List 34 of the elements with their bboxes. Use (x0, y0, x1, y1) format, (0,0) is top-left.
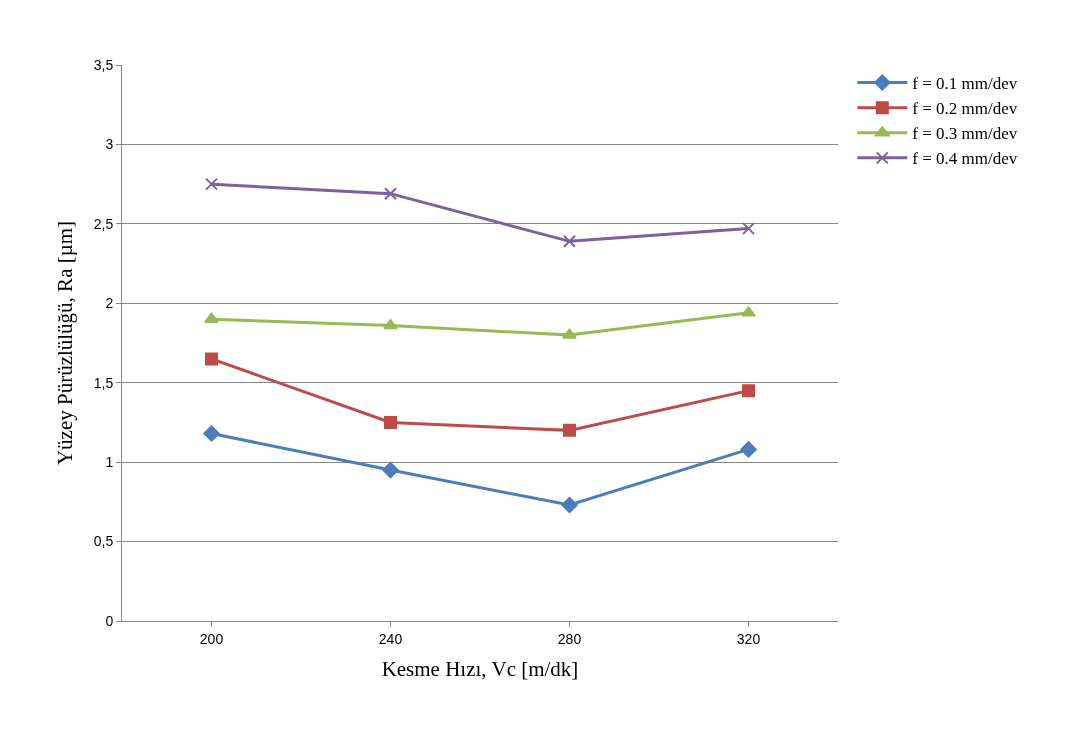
point (563, 423, 576, 437)
legend-label: f = 0.3 mm/dev (912, 124, 1018, 144)
point (205, 352, 218, 366)
point (562, 328, 577, 339)
x-tick-label: 200 (199, 630, 224, 647)
legend-label: f = 0.1 mm/dev (912, 74, 1018, 94)
y-tick-label: 0 (105, 612, 114, 629)
legend-label: f = 0.2 mm/dev (912, 99, 1018, 119)
y-axis-title: Yüzey Pürüzlülüğü, Ra [µm] (52, 220, 77, 466)
point (384, 415, 397, 429)
point (383, 319, 398, 330)
y-tick-label: 1,5 (93, 374, 114, 391)
point (203, 425, 220, 442)
x-tick-label: 240 (378, 630, 403, 647)
point (205, 177, 218, 191)
point (563, 234, 576, 248)
x-axis-title: Kesme Hızı, Vc [m/dk] (381, 657, 579, 681)
point (382, 461, 399, 479)
x-tick-label: 320 (736, 630, 761, 647)
y-tick-label: 0,5 (93, 533, 114, 550)
y-tick-label: 3 (105, 136, 114, 153)
point (561, 496, 578, 514)
y-tick-label: 2,5 (93, 215, 114, 232)
point (204, 312, 219, 323)
y-tick-label: 2 (105, 295, 114, 312)
y-tick-label: 1 (105, 454, 114, 471)
point (741, 306, 756, 317)
legend-label: f = 0.4 mm/dev (912, 149, 1018, 169)
y-tick-label: 3,5 (93, 56, 114, 73)
point (742, 384, 755, 398)
point (740, 441, 757, 458)
x-tick-label: 280 (557, 630, 582, 647)
point (384, 187, 397, 201)
point (742, 222, 755, 236)
